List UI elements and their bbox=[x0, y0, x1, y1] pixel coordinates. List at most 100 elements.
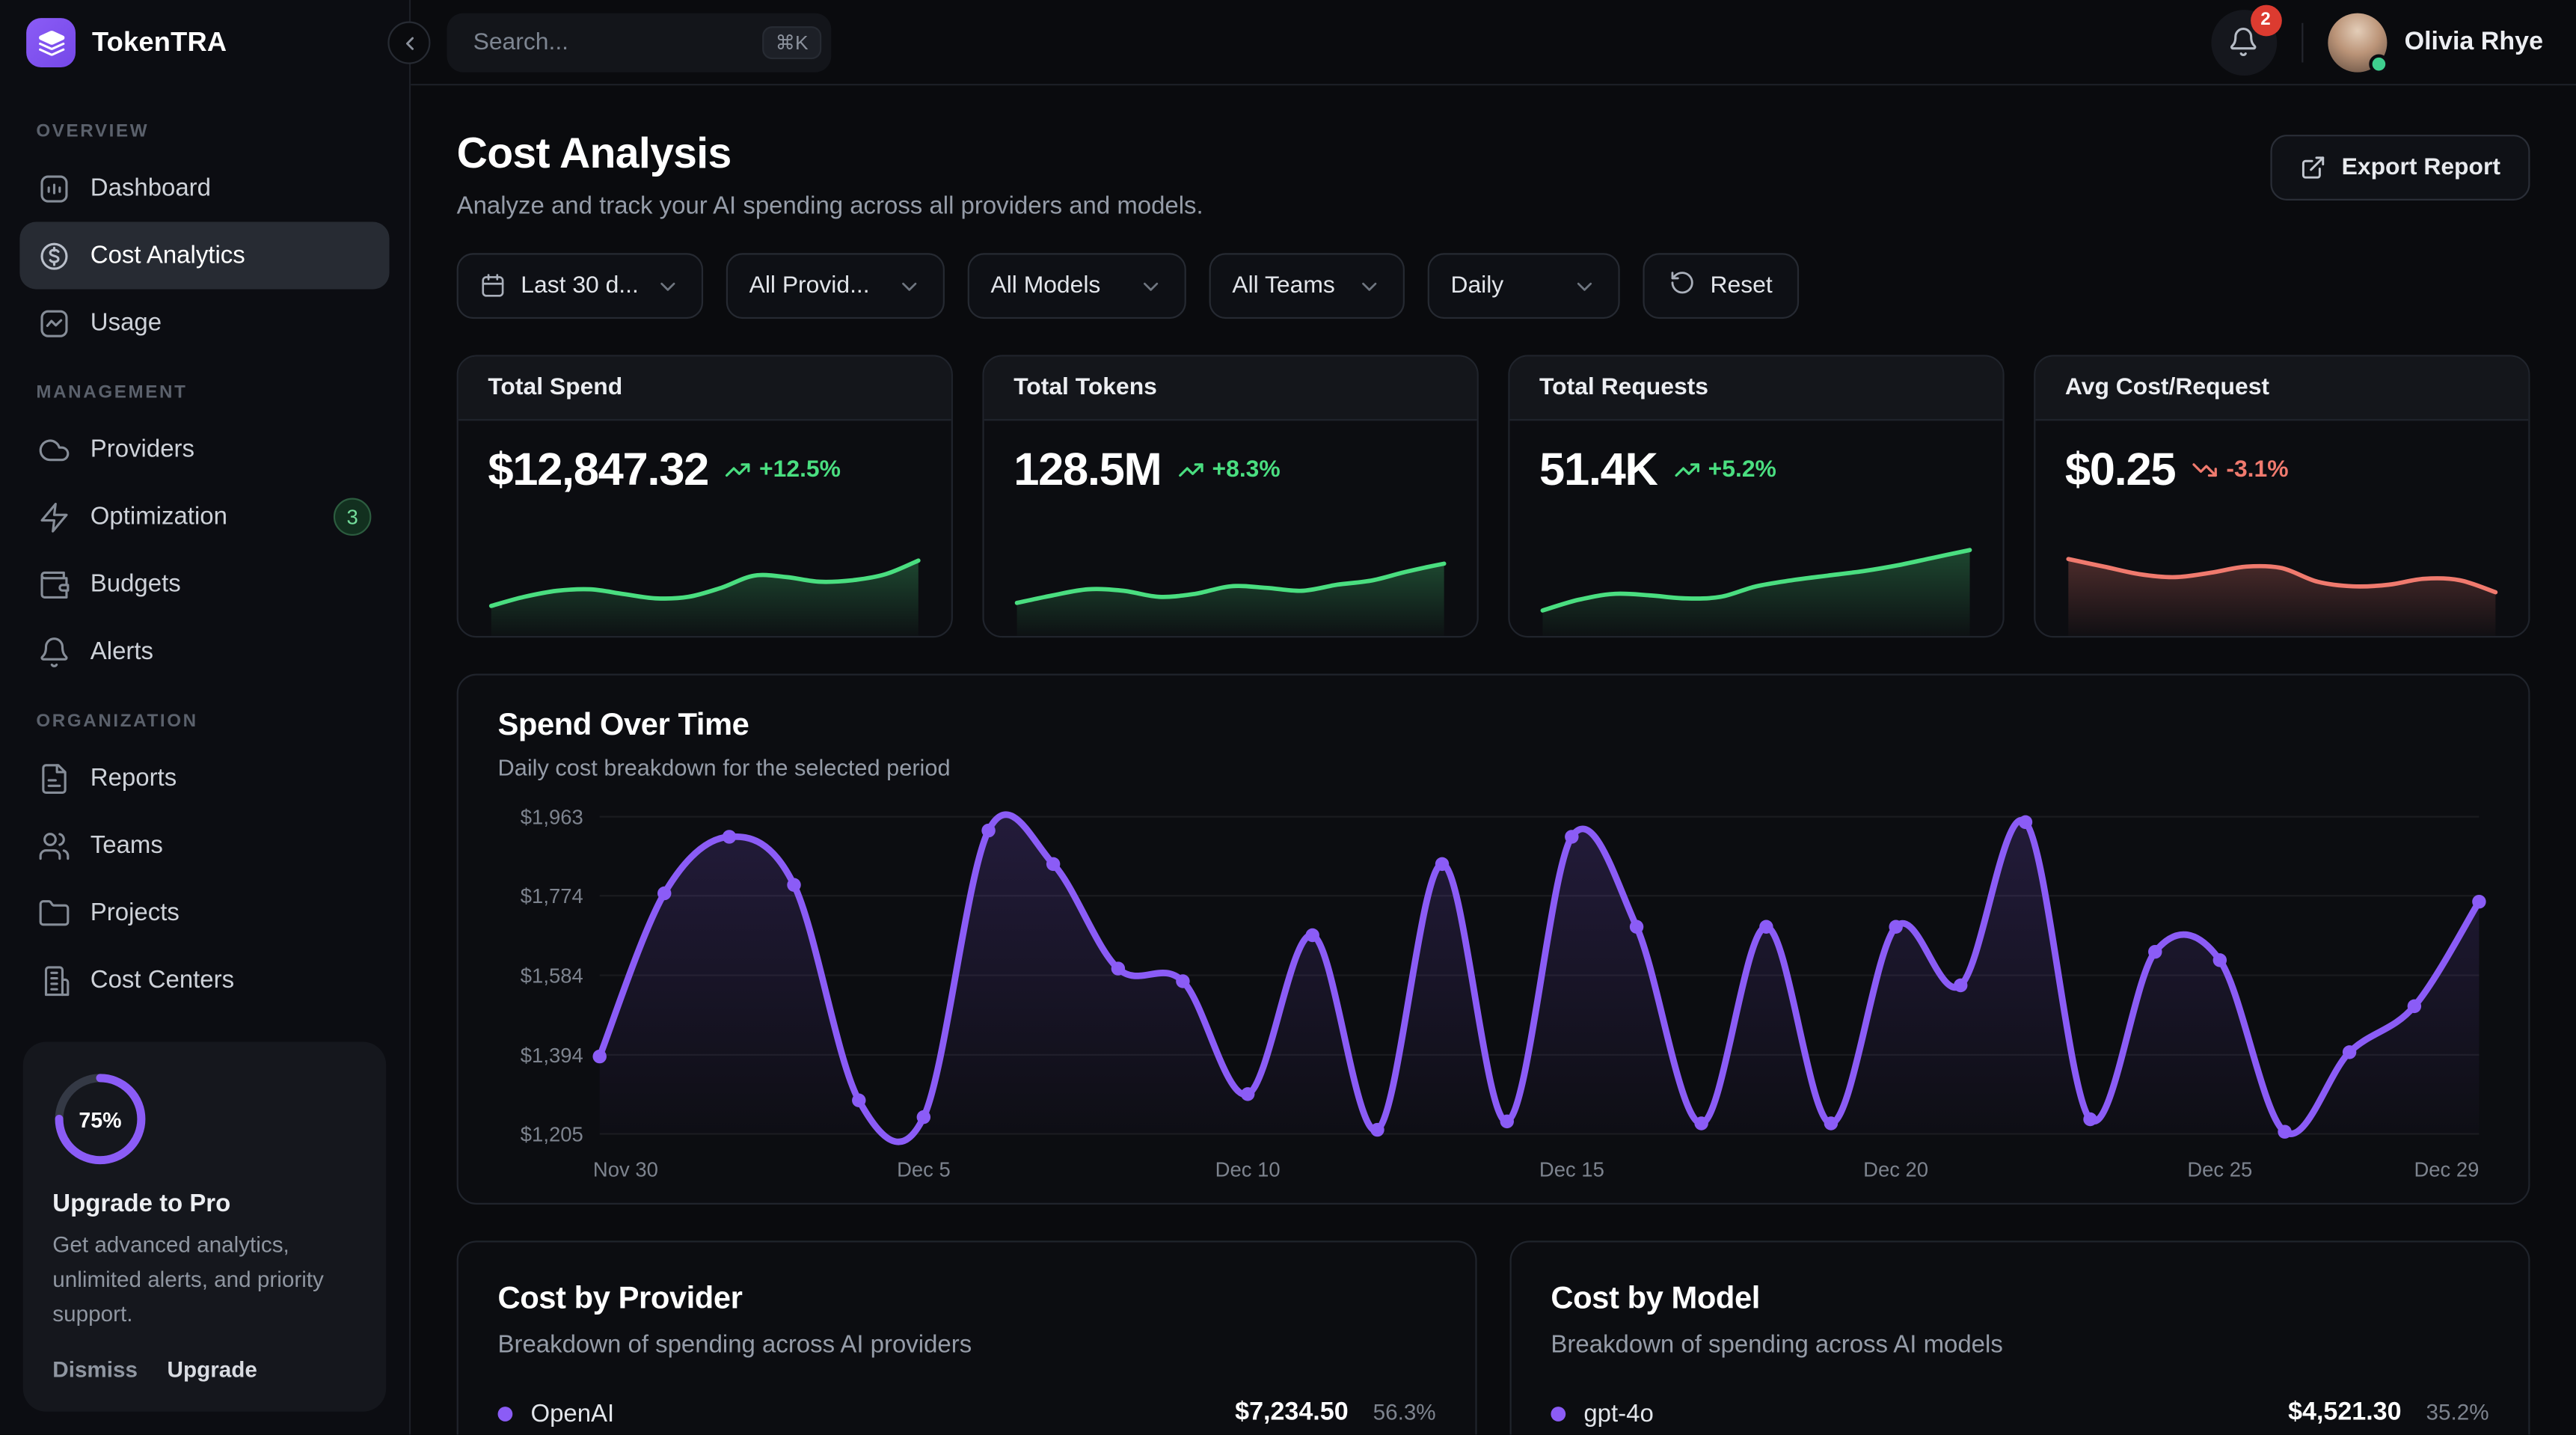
sidebar-item-projects[interactable]: Projects bbox=[19, 879, 389, 946]
sidebar-item-reports[interactable]: Reports bbox=[19, 744, 389, 812]
svg-text:Dec 15: Dec 15 bbox=[1539, 1158, 1604, 1181]
model-percent: 35.2% bbox=[2426, 1400, 2489, 1425]
search-input[interactable] bbox=[470, 27, 762, 57]
sidebar-item-optimization[interactable]: Optimization 3 bbox=[19, 483, 389, 551]
avatar bbox=[2327, 12, 2386, 71]
card-subtitle: Breakdown of spending across AI provider… bbox=[498, 1331, 1436, 1359]
teams-icon bbox=[38, 829, 71, 862]
svg-text:$1,394: $1,394 bbox=[521, 1044, 583, 1067]
nav-section-management: MANAGEMENT bbox=[36, 383, 372, 403]
stat-label: Total Requests bbox=[1510, 357, 2003, 421]
stat-value: $0.25 bbox=[2065, 444, 2175, 496]
export-report-label: Export Report bbox=[2342, 154, 2500, 180]
stat-card-total-spend: Total Spend $12,847.32 +12.5% bbox=[457, 355, 953, 637]
chevron-left-icon bbox=[399, 32, 420, 54]
sidebar-item-cost-centers[interactable]: Cost Centers bbox=[19, 946, 389, 1014]
report-icon bbox=[38, 762, 71, 795]
trending-up-icon bbox=[1674, 457, 1700, 483]
sidebar-item-providers[interactable]: Providers bbox=[19, 416, 389, 483]
svg-text:Dec 5: Dec 5 bbox=[897, 1158, 951, 1181]
stat-value: 51.4K bbox=[1539, 444, 1657, 496]
folder-icon bbox=[38, 896, 71, 929]
topbar-divider bbox=[2301, 22, 2302, 62]
sidebar-item-cost-analytics[interactable]: Cost Analytics bbox=[19, 222, 389, 290]
stat-value: 128.5M bbox=[1013, 444, 1161, 496]
chevron-down-icon bbox=[1572, 274, 1597, 299]
cost-by-model-card: Cost by Model Breakdown of spending acro… bbox=[1510, 1240, 2530, 1435]
sparkline-total-requests bbox=[1539, 530, 1973, 636]
dollar-circle-icon bbox=[38, 239, 71, 272]
sidebar: TokenTRA OVERVIEW Dashboard Cost Analyti… bbox=[0, 0, 411, 1435]
upgrade-button[interactable]: Upgrade bbox=[168, 1358, 257, 1383]
svg-text:Nov 30: Nov 30 bbox=[593, 1158, 658, 1181]
app-window: TokenTRA OVERVIEW Dashboard Cost Analyti… bbox=[0, 0, 2576, 1435]
sidebar-item-budgets[interactable]: Budgets bbox=[19, 551, 389, 618]
app-logo-icon bbox=[26, 18, 76, 67]
sidebar-item-teams[interactable]: Teams bbox=[19, 812, 389, 879]
model-dot bbox=[1551, 1406, 1565, 1421]
stat-delta: +5.2% bbox=[1674, 457, 1776, 483]
team-value: All Teams bbox=[1232, 273, 1339, 299]
card-title: Cost by Provider bbox=[498, 1282, 1436, 1318]
chart-subtitle: Daily cost breakdown for the selected pe… bbox=[498, 754, 2489, 780]
chevron-down-icon bbox=[897, 274, 921, 299]
sidebar-item-alerts[interactable]: Alerts bbox=[19, 618, 389, 685]
stat-label: Total Tokens bbox=[984, 357, 1477, 421]
svg-text:Dec 29: Dec 29 bbox=[2414, 1158, 2479, 1181]
sidebar-item-label: Projects bbox=[91, 899, 180, 926]
stat-card-total-tokens: Total Tokens 128.5M +8.3% bbox=[982, 355, 1478, 637]
granularity-value: Daily bbox=[1450, 273, 1554, 299]
external-link-icon bbox=[2301, 154, 2327, 180]
page-title: Cost Analysis bbox=[457, 128, 1203, 179]
cloud-icon bbox=[38, 433, 71, 466]
sidebar-item-label: Optimization bbox=[91, 503, 227, 530]
provider-select[interactable]: All Provid... bbox=[726, 253, 945, 319]
page-content: Cost Analysis Analyze and track your AI … bbox=[411, 85, 2576, 1435]
sidebar-item-label: Teams bbox=[91, 831, 163, 859]
sidebar-item-label: Reports bbox=[91, 764, 177, 792]
user-menu[interactable]: Olivia Rhye bbox=[2327, 12, 2543, 71]
optimization-badge: 3 bbox=[334, 498, 372, 536]
sidebar-nav: OVERVIEW Dashboard Cost Analytics Usage … bbox=[0, 85, 409, 1014]
stat-card-total-requests: Total Requests 51.4K +5.2% bbox=[1508, 355, 2004, 637]
sidebar-item-label: Providers bbox=[91, 435, 194, 463]
model-select[interactable]: All Models bbox=[968, 253, 1186, 319]
sidebar-item-usage[interactable]: Usage bbox=[19, 290, 389, 357]
model-row[interactable]: gpt-4o $4,521.30 35.2% bbox=[1551, 1398, 2488, 1428]
reset-filters-button[interactable]: Reset bbox=[1643, 253, 1798, 319]
dashboard-icon bbox=[38, 172, 71, 205]
provider-dot bbox=[498, 1406, 513, 1421]
chart-title: Spend Over Time bbox=[498, 709, 2489, 744]
team-select[interactable]: All Teams bbox=[1209, 253, 1405, 319]
sidebar-collapse-button[interactable] bbox=[387, 22, 430, 64]
sidebar-item-dashboard[interactable]: Dashboard bbox=[19, 154, 389, 221]
trending-down-icon bbox=[2192, 457, 2218, 483]
card-subtitle: Breakdown of spending across AI models bbox=[1551, 1331, 2488, 1359]
dismiss-button[interactable]: Dismiss bbox=[52, 1358, 138, 1383]
search-shortcut-badge: ⌘K bbox=[762, 25, 821, 58]
stat-delta: -3.1% bbox=[2192, 457, 2288, 483]
reset-label: Reset bbox=[1710, 273, 1772, 299]
export-report-button[interactable]: Export Report bbox=[2271, 135, 2530, 201]
spend-over-time-card: Spend Over Time Daily cost breakdown for… bbox=[457, 674, 2530, 1205]
stat-value: $12,847.32 bbox=[488, 444, 708, 496]
upgrade-actions: Dismiss Upgrade bbox=[52, 1358, 356, 1383]
date-range-select[interactable]: Last 30 d... bbox=[457, 253, 703, 319]
online-status-dot bbox=[2368, 53, 2388, 73]
svg-text:Dec 25: Dec 25 bbox=[2187, 1158, 2252, 1181]
notifications-button[interactable]: 2 bbox=[2210, 9, 2276, 75]
granularity-select[interactable]: Daily bbox=[1428, 253, 1620, 319]
svg-text:Dec 10: Dec 10 bbox=[1215, 1158, 1281, 1181]
zap-icon bbox=[38, 501, 71, 533]
chevron-down-icon bbox=[655, 274, 680, 299]
cost-by-provider-card: Cost by Provider Breakdown of spending a… bbox=[457, 1240, 1477, 1435]
search-box[interactable]: ⌘K bbox=[447, 12, 831, 71]
svg-text:$1,205: $1,205 bbox=[521, 1122, 583, 1145]
page-header: Cost Analysis Analyze and track your AI … bbox=[457, 128, 2530, 220]
provider-row[interactable]: OpenAI $7,234.50 56.3% bbox=[498, 1398, 1436, 1428]
svg-text:$1,963: $1,963 bbox=[521, 806, 583, 829]
trending-up-icon bbox=[725, 457, 751, 483]
topbar: ⌘K 2 Olivia Rhye bbox=[411, 0, 2576, 85]
spend-over-time-chart[interactable]: $1,963$1,774$1,584$1,394$1,205Nov 30Dec … bbox=[498, 801, 2489, 1190]
nav-section-organization: ORGANIZATION bbox=[36, 712, 372, 731]
